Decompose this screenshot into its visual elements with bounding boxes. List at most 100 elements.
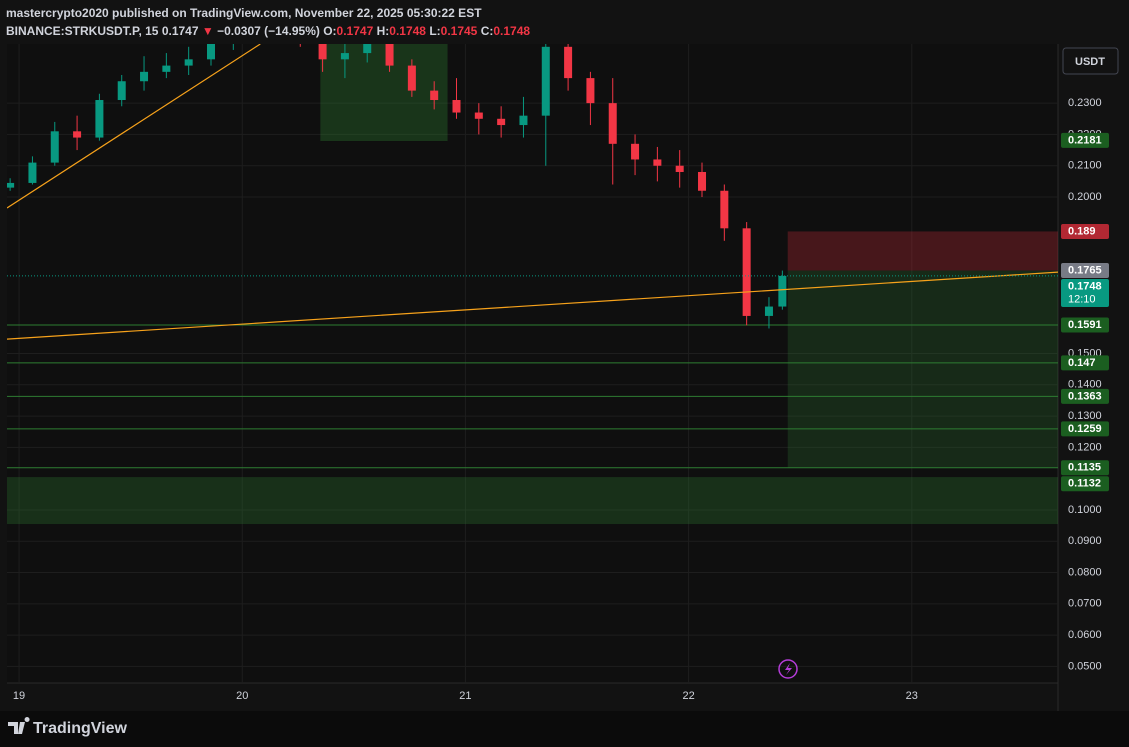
last: 0.1747 [161, 24, 199, 38]
candle-body [162, 65, 171, 72]
trend-line [7, 44, 261, 209]
y-tick-label: 0.2100 [1068, 160, 1102, 172]
y-tick-label: 0.1000 [1068, 504, 1102, 516]
l: 0.1745 [440, 24, 478, 38]
candle-body [50, 131, 59, 163]
candle-body [363, 44, 372, 54]
logo: TradingView [8, 717, 128, 737]
x-tick-label: 23 [906, 690, 918, 702]
candle-body [541, 46, 550, 116]
candle-body [140, 71, 149, 82]
footer-bar [0, 711, 1129, 747]
logo-text: TradingView [33, 720, 128, 737]
x-tick-label: 21 [459, 690, 471, 702]
x-tick-label: 19 [13, 690, 25, 702]
y-tick-label: 0.0900 [1068, 535, 1102, 547]
candle-body [73, 131, 82, 138]
price-badge [1061, 223, 1109, 239]
y-tick-label: 0.1300 [1068, 410, 1102, 422]
alert-bolt [785, 663, 792, 675]
candle-body [184, 59, 193, 66]
candle-body [742, 228, 751, 316]
price-badge-label: 0.147 [1068, 357, 1096, 369]
l-label: L: [429, 24, 441, 38]
y-tick-label: 0.2000 [1068, 191, 1102, 203]
candle-body [698, 171, 707, 191]
x-tick-label: 22 [682, 690, 694, 702]
candle-body [564, 46, 573, 79]
candle-body [95, 100, 104, 138]
price-badge [1061, 279, 1109, 308]
price-badge-label: 0.2181 [1068, 134, 1102, 146]
candle-body [675, 165, 684, 172]
price-badge [1061, 263, 1109, 279]
candle-body [318, 44, 327, 60]
h: 0.1748 [389, 24, 426, 38]
price-badge-label: 0.1748 [1068, 280, 1102, 292]
y-tick-label: 0.2300 [1068, 97, 1102, 109]
price-badge [1061, 317, 1109, 333]
price-badge [1061, 132, 1109, 148]
candle-body [631, 143, 640, 160]
price-badge-label: 0.1363 [1068, 390, 1102, 402]
c-label: C: [480, 24, 494, 38]
price-badge [1061, 388, 1109, 404]
candle-body [764, 306, 773, 316]
price-badge-label: 0.1132 [1068, 478, 1101, 490]
price-badge-label: 0.1591 [1068, 319, 1102, 331]
price-badge [1061, 355, 1109, 371]
y-tick-label: 0.0500 [1068, 660, 1102, 672]
currency: USDT [1075, 56, 1105, 68]
price-badge-label: 0.1765 [1068, 264, 1102, 276]
candle-body [608, 103, 617, 144]
zone [320, 44, 448, 142]
candle-body [117, 81, 126, 101]
candle-body [206, 44, 215, 60]
countdown: 12:10 [1068, 293, 1096, 305]
header: mastercrypto2020 published on TradingVie… [6, 4, 530, 40]
axes: 0.23000.22000.21000.20000.15000.14000.13… [13, 97, 1109, 702]
symbol: BINANCE:STRKUSDT.P, 15 [6, 24, 159, 38]
candle-body [430, 90, 439, 101]
c: 0.1748 [493, 24, 531, 38]
price-badge [1061, 476, 1109, 492]
arrow: ▼ [201, 24, 214, 38]
alert-icon[interactable] [778, 659, 798, 679]
candle-body [778, 275, 787, 307]
o: 0.1747 [336, 24, 374, 38]
candle-body [720, 190, 729, 229]
y-tick-label: 0.0800 [1068, 566, 1102, 578]
candle-body [407, 65, 416, 91]
y-tick-label: 0.1200 [1068, 441, 1102, 453]
h-label: H: [376, 24, 390, 38]
price-badge [1061, 460, 1109, 476]
y-tick-label: 0.0700 [1068, 598, 1102, 610]
price-badge [1061, 421, 1109, 437]
candle-body [452, 100, 461, 113]
candle-body [7, 182, 15, 188]
target-zone [787, 270, 1058, 468]
plot [7, 44, 1058, 683]
candle-body [28, 162, 37, 183]
stop-zone [787, 231, 1058, 271]
plot-area [7, 44, 1058, 683]
zone [7, 477, 1058, 525]
change: −0.0307 (−14.95%) [217, 24, 320, 38]
trend-line [7, 271, 1058, 340]
candle-body [474, 112, 483, 119]
price-badge-label: 0.189 [1068, 225, 1096, 237]
o-label: O: [323, 24, 337, 38]
y-tick-label: 0.0600 [1068, 629, 1102, 641]
candle-body [497, 118, 506, 126]
candle-body [653, 159, 662, 166]
candle-body [385, 44, 394, 66]
publish-line: mastercrypto2020 published on TradingVie… [6, 6, 482, 20]
candle-body [519, 115, 528, 126]
price-badge-label: 0.1135 [1068, 462, 1101, 474]
candle-body [340, 53, 349, 60]
currency-button[interactable] [1062, 47, 1119, 75]
ohlc-line: BINANCE:STRKUSDT.P, 15 0.1747 ▼ −0.0307 … [6, 22, 530, 40]
candle-body [586, 78, 595, 104]
